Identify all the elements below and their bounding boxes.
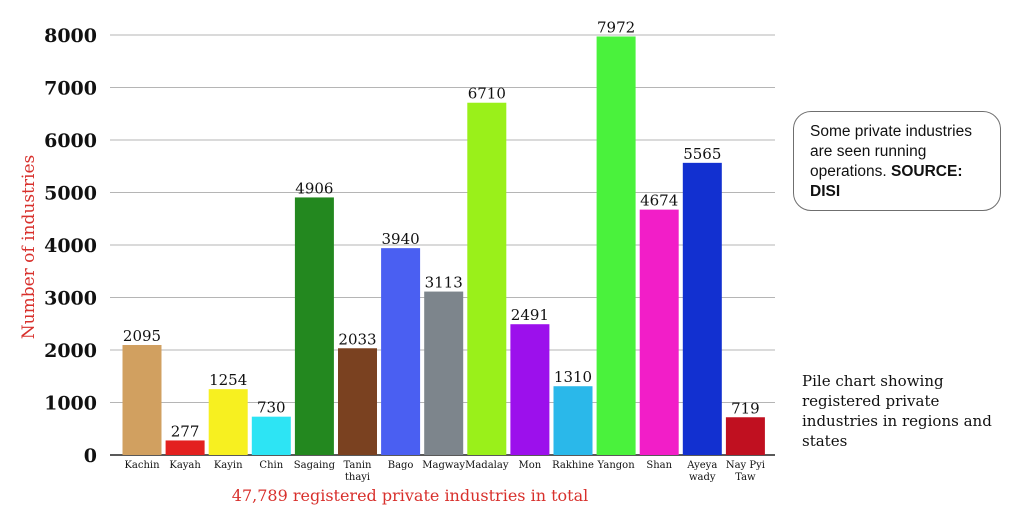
bar bbox=[251, 416, 291, 455]
data-label: 6710 bbox=[468, 85, 506, 103]
y-tick-label: 2000 bbox=[44, 340, 97, 362]
bar bbox=[725, 417, 765, 455]
data-label: 7972 bbox=[597, 18, 635, 36]
y-tick-label: 6000 bbox=[44, 130, 97, 152]
data-label: 719 bbox=[731, 399, 760, 417]
bar bbox=[381, 248, 421, 455]
bar bbox=[122, 345, 162, 455]
x-tick-label: Shan bbox=[646, 460, 672, 471]
data-label: 1254 bbox=[209, 371, 247, 389]
x-tick-label: Bago bbox=[388, 460, 414, 471]
x-tick-label: Mon bbox=[519, 460, 542, 471]
callout-source: SOURCE: DISI bbox=[810, 163, 963, 200]
x-tick-label: Nay Pyi bbox=[726, 460, 765, 471]
chart-caption: Pile chart showing registered private in… bbox=[802, 372, 992, 450]
x-tick-label: Kachin bbox=[124, 460, 160, 471]
bar bbox=[510, 324, 550, 455]
data-label: 3113 bbox=[425, 274, 463, 292]
data-label: 2095 bbox=[123, 327, 161, 345]
data-label: 2491 bbox=[511, 306, 549, 324]
y-axis-label: Number of industries bbox=[19, 155, 39, 339]
callout-text: Some private industries are seen running… bbox=[810, 123, 972, 180]
x-tick-label: thayi bbox=[345, 472, 370, 483]
y-tick-label: 1000 bbox=[44, 393, 97, 415]
x-tick-label: Taw bbox=[735, 472, 756, 483]
x-tick-label: Kayin bbox=[214, 460, 243, 471]
value-labels: 2095 277 1254 730 4906 2033 3940 3113 6710 2491 13… bbox=[123, 18, 760, 440]
data-label: 1310 bbox=[554, 368, 592, 386]
data-label: 5565 bbox=[683, 145, 721, 163]
bar bbox=[165, 440, 205, 455]
y-tick-label: 4000 bbox=[44, 235, 97, 257]
x-tick-label: Sagaing bbox=[294, 460, 336, 471]
y-tick-label: 7000 bbox=[44, 78, 97, 100]
y-axis-ticks: 0 1000 2000 3000 4000 5000 6000 7000 8000 bbox=[44, 25, 97, 467]
x-tick-label: Ayeya bbox=[686, 460, 717, 471]
data-label: 4674 bbox=[640, 192, 678, 210]
x-tick-label: Kayah bbox=[169, 460, 201, 471]
x-tick-label: Rakhine bbox=[552, 460, 594, 471]
x-tick-label: Magway bbox=[422, 460, 465, 471]
bar bbox=[639, 209, 679, 455]
bar bbox=[208, 389, 248, 455]
bar bbox=[424, 291, 464, 455]
y-tick-label: 0 bbox=[84, 445, 97, 467]
bar bbox=[338, 348, 377, 455]
x-tick-label: Chin bbox=[259, 460, 283, 471]
data-label: 2033 bbox=[338, 330, 376, 348]
x-tick-label: Madalay bbox=[465, 460, 509, 471]
bar bbox=[682, 162, 722, 455]
data-label: 277 bbox=[171, 422, 200, 440]
source-callout: Some private industries are seen running… bbox=[793, 111, 1001, 211]
data-label: 4906 bbox=[295, 179, 333, 197]
x-tick-label: Yangon bbox=[597, 460, 636, 471]
y-tick-label: 8000 bbox=[44, 25, 97, 47]
x-tick-label: Tanin bbox=[344, 460, 372, 471]
bar bbox=[294, 197, 334, 455]
y-tick-label: 5000 bbox=[44, 183, 97, 205]
bars bbox=[122, 36, 765, 455]
y-tick-label: 3000 bbox=[44, 288, 97, 310]
bar bbox=[553, 386, 593, 455]
x-axis-label: 47,789 registered private industries in … bbox=[232, 486, 588, 505]
bar bbox=[596, 36, 636, 455]
data-label: 730 bbox=[257, 399, 286, 417]
x-tick-label: wady bbox=[689, 472, 716, 483]
data-label: 3940 bbox=[382, 230, 420, 248]
bar bbox=[467, 102, 507, 455]
